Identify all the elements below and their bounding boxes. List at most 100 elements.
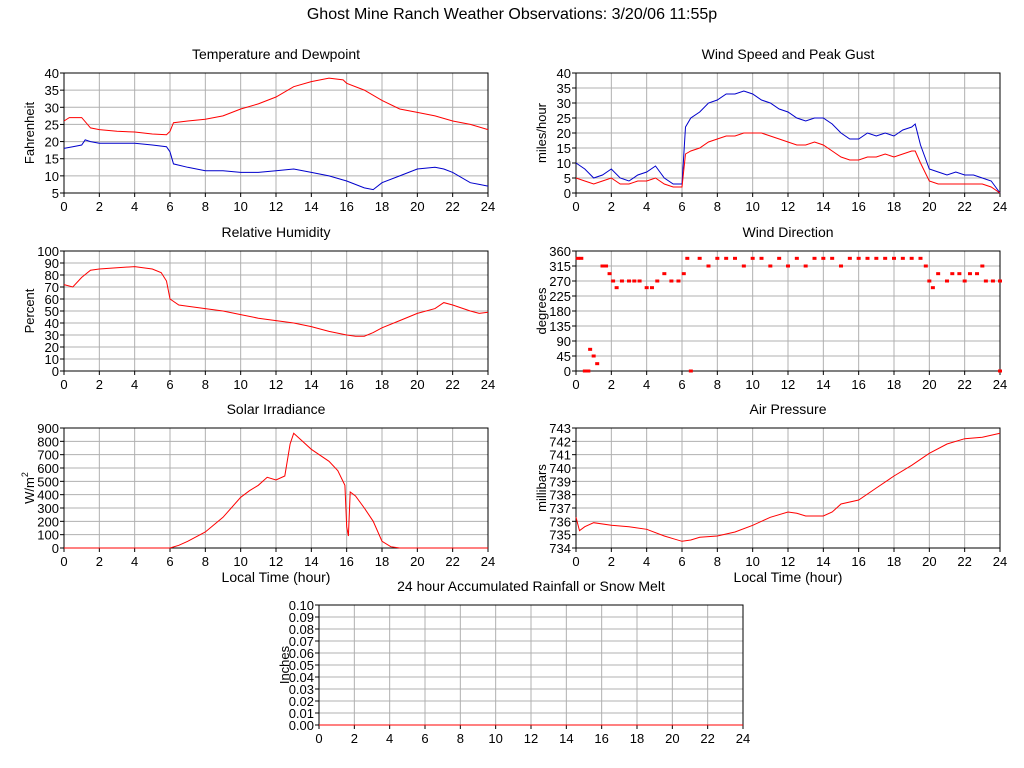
rain-title: 24 hour Accumulated Rainfall or Snow Mel… <box>397 578 665 594</box>
wdir-point <box>847 256 852 260</box>
rh-ytick-label: 70 <box>45 280 59 295</box>
wdir-point <box>579 256 584 260</box>
solar-xtick-label: 6 <box>166 554 173 569</box>
wdir-point <box>681 272 686 276</box>
wdir-point <box>998 369 1002 373</box>
wind-ytick-label: 30 <box>557 96 571 111</box>
press-ylabel: millibars <box>534 464 549 512</box>
rh-xtick-label: 8 <box>202 377 209 392</box>
wdir-xtick-label: 22 <box>957 377 971 392</box>
wind-xtick-label: 8 <box>714 199 721 214</box>
press-xtick-label: 14 <box>816 554 830 569</box>
rh-xtick-label: 6 <box>166 377 173 392</box>
rain-ytick-label: 0.06 <box>289 646 314 661</box>
wdir-point <box>803 264 808 268</box>
temp-xtick-label: 18 <box>375 199 389 214</box>
solar-xlabel: Local Time (hour) <box>222 569 331 585</box>
press-series-line-0 <box>575 432 1001 542</box>
wdir-point <box>967 272 972 276</box>
rain-ytick-label: 0.03 <box>289 682 314 697</box>
wdir-point <box>998 279 1002 283</box>
rain-xtick-label: 18 <box>630 731 644 746</box>
press-ytick-label: 734 <box>549 541 571 556</box>
rain-chart: 24 hour Accumulated Rainfall or Snow Mel… <box>277 578 750 746</box>
wind-xtick-label: 20 <box>922 199 936 214</box>
wdir-xtick-label: 16 <box>851 377 865 392</box>
wdir-xtick-label: 4 <box>643 377 650 392</box>
temp-xtick-label: 10 <box>233 199 247 214</box>
press-ytick-label: 743 <box>549 421 571 436</box>
temp-xtick-label: 22 <box>445 199 459 214</box>
page-title: Ghost Mine Ranch Weather Observations: 3… <box>306 6 718 23</box>
wdir-point <box>821 256 826 260</box>
wdir-ylabel: degrees <box>534 287 549 334</box>
wdir-point <box>856 256 861 260</box>
wdir-point <box>936 272 941 276</box>
rain-ytick-label: 0.09 <box>289 610 314 625</box>
wind-xtick-label: 22 <box>957 199 971 214</box>
rain-xtick-label: 2 <box>351 731 358 746</box>
wdir-title: Wind Direction <box>742 224 833 240</box>
wind-xtick-label: 14 <box>816 199 830 214</box>
wind-xtick-label: 18 <box>887 199 901 214</box>
wdir-xtick-label: 0 <box>572 377 579 392</box>
temp-ytick-label: 40 <box>45 66 59 81</box>
temp-series-line-0 <box>63 77 489 136</box>
rain-xtick-label: 0 <box>315 731 322 746</box>
solar-xtick-label: 8 <box>202 554 209 569</box>
wind-ytick-label: 40 <box>557 66 571 81</box>
rh-xtick-label: 12 <box>269 377 283 392</box>
solar-xtick-label: 16 <box>339 554 353 569</box>
press-ytick-label: 735 <box>549 528 571 543</box>
press-xtick-label: 10 <box>745 554 759 569</box>
solar-xtick-label: 20 <box>410 554 424 569</box>
wdir-point <box>794 256 799 260</box>
temp-frame <box>63 72 489 194</box>
rain-ytick-label: 0.08 <box>289 622 314 637</box>
rh-ytick-label: 90 <box>45 256 59 271</box>
wdir-ytick-label: 270 <box>549 274 571 289</box>
wdir-point <box>644 286 649 290</box>
wind-series-line-0 <box>575 90 1001 194</box>
wdir-point <box>662 272 667 276</box>
wdir-point <box>706 264 711 268</box>
solar-ytick-label: 900 <box>37 421 59 436</box>
rh-ytick-label: 40 <box>45 316 59 331</box>
rh-xtick-label: 20 <box>410 377 424 392</box>
temp-ytick-label: 10 <box>45 169 59 184</box>
press-xtick-label: 18 <box>887 554 901 569</box>
rain-xtick-label: 4 <box>386 731 393 746</box>
solar-ytick-label: 800 <box>37 434 59 449</box>
temp-xtick-label: 0 <box>60 199 67 214</box>
wind-xtick-label: 0 <box>572 199 579 214</box>
press-xtick-label: 24 <box>993 554 1007 569</box>
wdir-xtick-label: 8 <box>714 377 721 392</box>
rh-title: Relative Humidity <box>222 224 331 240</box>
wind-xtick-label: 16 <box>851 199 865 214</box>
wdir-point <box>927 279 932 283</box>
press-ytick-label: 742 <box>549 434 571 449</box>
solar-ytick-label: 400 <box>37 488 59 503</box>
solar-xtick-label: 18 <box>375 554 389 569</box>
press-xtick-label: 20 <box>922 554 936 569</box>
wdir-point <box>611 279 616 283</box>
wind-xtick-label: 2 <box>608 199 615 214</box>
solar-xtick-label: 12 <box>269 554 283 569</box>
rain-ylabel: Inches <box>277 645 292 684</box>
press-ytick-label: 737 <box>549 501 571 516</box>
rh-ytick-label: 100 <box>37 244 59 259</box>
wind-ylabel: miles/hour <box>534 102 549 163</box>
rain-xtick-label: 10 <box>488 731 502 746</box>
rain-ytick-label: 0.02 <box>289 694 314 709</box>
solar-ytick-label: 100 <box>37 528 59 543</box>
wind-xtick-label: 10 <box>745 199 759 214</box>
wdir-point <box>830 256 835 260</box>
rain-xtick-label: 24 <box>736 731 750 746</box>
press-xtick-label: 16 <box>851 554 865 569</box>
wdir-point <box>750 256 755 260</box>
solar-series-line-0 <box>64 432 488 549</box>
wdir-point <box>786 264 790 268</box>
wdir-xtick-label: 2 <box>608 377 615 392</box>
wdir-point <box>588 347 593 351</box>
